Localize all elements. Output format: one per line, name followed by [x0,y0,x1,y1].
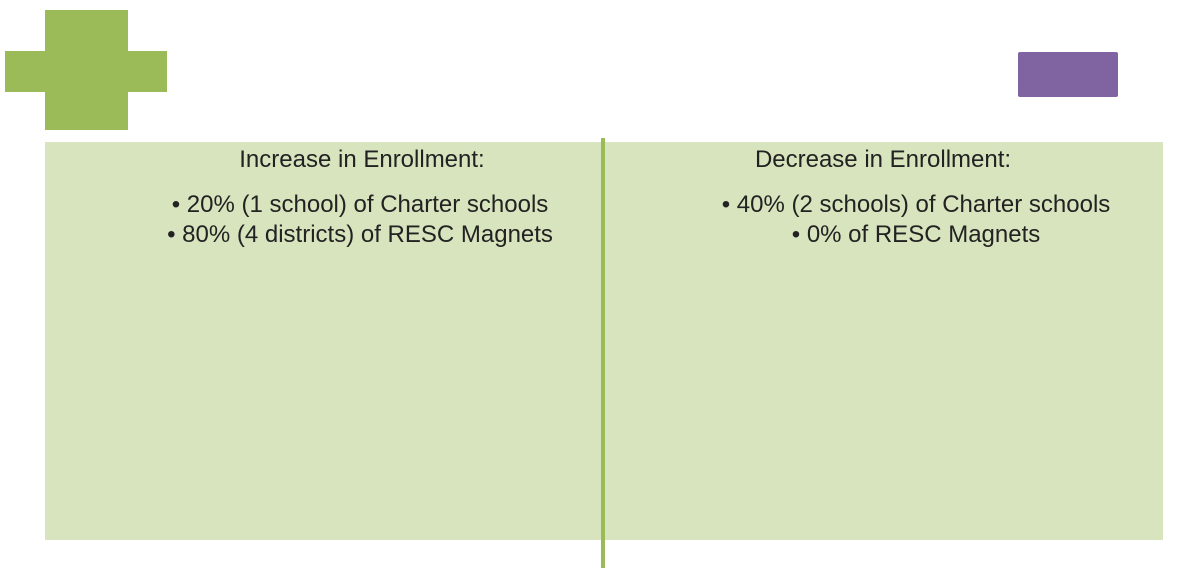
bullet: 80% (4 districts) of RESC Magnets [160,221,560,249]
panel-heading: Increase in Enrollment: [239,146,485,173]
divider [601,138,605,568]
bullet: 20% (1 school) of Charter schools [160,191,560,219]
purple-box [1018,52,1118,97]
bullet-list: 40% (2 schools) of Charter schools 0% of… [636,191,1189,251]
bullet: 40% (2 schools) of Charter schools [636,191,1189,219]
bullet: 0% of RESC Magnets [636,221,1189,249]
panel-heading: Decrease in Enrollment: [754,146,1012,173]
plus-shape [5,51,167,92]
bullet-list: 20% (1 school) of Charter schools 80% (4… [160,191,560,251]
